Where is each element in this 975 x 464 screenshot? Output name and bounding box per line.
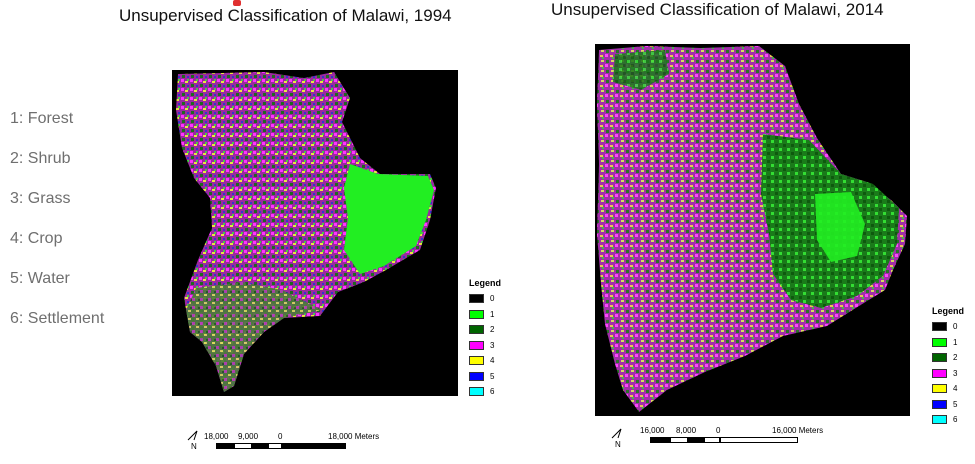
bright-forest xyxy=(815,192,865,262)
legend-swatch xyxy=(469,387,484,397)
southern-area xyxy=(186,282,322,392)
legend-swatch xyxy=(932,353,947,363)
scalebar-1994: 18,000 9,000 0 18,000 Meters xyxy=(200,432,379,452)
class-key-item: 3: Grass xyxy=(10,190,71,207)
legend-entry: 0 xyxy=(469,291,501,307)
legend-entry: 5 xyxy=(469,369,501,385)
legend-title: Legend xyxy=(932,306,965,316)
class-key-item: 1: Forest xyxy=(10,110,74,127)
legend-swatch xyxy=(469,371,484,381)
class-key-item: 4: Crop xyxy=(10,230,63,247)
legend-swatch xyxy=(469,294,484,304)
legend-entry: 1 xyxy=(469,307,501,323)
north-arrow-icon: N xyxy=(186,428,200,451)
class-key-list: 1: Forest 2: Shrub 3: Grass 4: Crop 5: W… xyxy=(10,106,104,346)
legend-swatch xyxy=(469,309,484,319)
legend-entry: 6 xyxy=(932,412,964,428)
right-map-title: Unsupervised Classification of Malawi, 2… xyxy=(551,0,884,19)
legend-swatch xyxy=(932,368,947,378)
legend-swatch xyxy=(932,415,947,425)
scalebar-2014: 16,000 8,000 0 16,000 Meters xyxy=(628,426,838,446)
legend-swatch xyxy=(932,337,947,347)
legend-swatch xyxy=(469,356,484,366)
marker-icon xyxy=(233,0,241,6)
legend-entry: 4 xyxy=(932,381,964,397)
legend-entry: 2 xyxy=(469,322,501,338)
region-boundary xyxy=(597,46,907,412)
north-arrow-icon: N xyxy=(610,426,624,449)
legend-entry: 2 xyxy=(932,350,964,366)
legend-title: Legend xyxy=(469,278,502,288)
forest-cluster xyxy=(344,164,434,274)
class-key-item: 2: Shrub xyxy=(10,150,71,167)
map-2014 xyxy=(595,44,910,416)
left-map-title: Unsupervised Classification of Malawi, 1… xyxy=(119,6,452,25)
legend-swatch xyxy=(469,340,484,350)
legend-2014: Legend 0 1 2 3 4 5 6 xyxy=(932,306,964,428)
legend-entry: 5 xyxy=(932,397,964,413)
legend-entry: 0 xyxy=(932,319,964,335)
north-forest xyxy=(613,50,669,90)
legend-entry: 1 xyxy=(932,335,964,351)
map-1994 xyxy=(172,70,458,396)
legend-entry: 3 xyxy=(932,366,964,382)
legend-1994: Legend 0 1 2 3 4 5 6 xyxy=(469,278,501,400)
legend-entry: 3 xyxy=(469,338,501,354)
class-key-item: 5: Water xyxy=(10,270,70,287)
legend-swatch xyxy=(932,399,947,409)
legend-swatch xyxy=(932,322,947,332)
legend-swatch xyxy=(932,384,947,394)
legend-entry: 6 xyxy=(469,384,501,400)
class-key-item: 6: Settlement xyxy=(10,310,105,327)
legend-entry: 4 xyxy=(469,353,501,369)
legend-swatch xyxy=(469,325,484,335)
